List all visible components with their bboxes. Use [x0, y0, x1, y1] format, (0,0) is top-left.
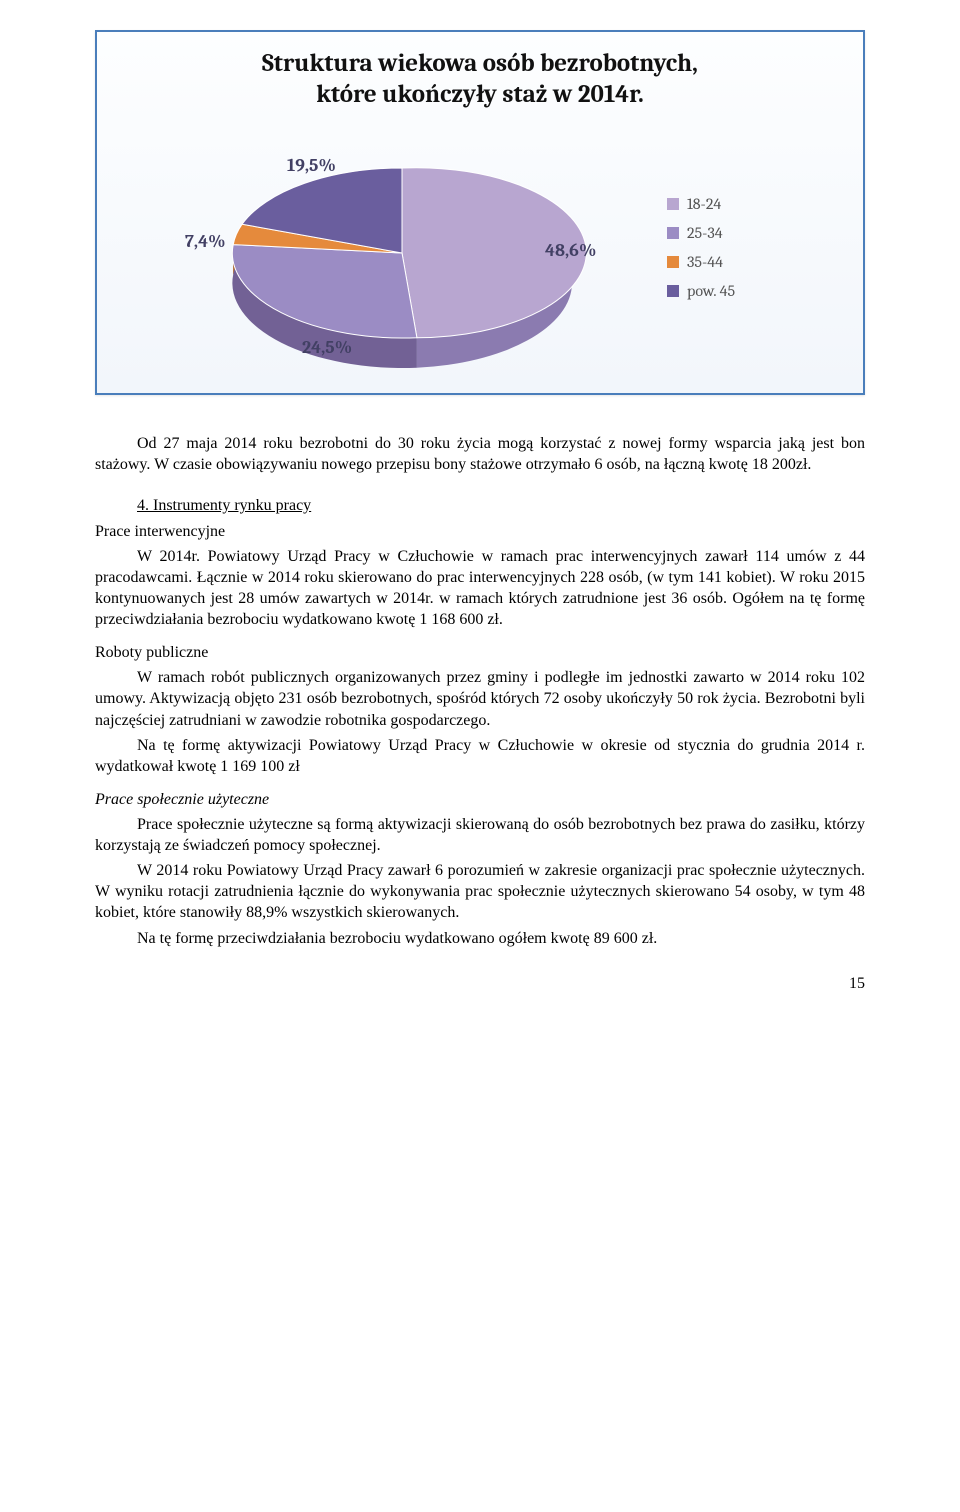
paragraph-spolecz-3: Na tę formę przeciwdziałania bezrobociu … [95, 928, 865, 949]
chart-title: Struktura wiekowa osób bezrobotnych, któ… [115, 48, 845, 111]
legend-swatch [667, 198, 679, 210]
subheading-interwencyjne: Prace interwencyjne [95, 521, 865, 542]
chart-title-line1: Struktura wiekowa osób bezrobotnych, [262, 49, 698, 78]
legend-item-35-44: 35-44 [667, 253, 853, 271]
chart-title-line2: które ukończyły staż w 2014r. [316, 80, 644, 109]
legend-item-25-34: 25-34 [667, 224, 853, 242]
subheading-roboty: Roboty publiczne [95, 642, 865, 663]
pct-label-35-44: 7,4% [185, 231, 226, 252]
pct-label-18-24: 48,6% [545, 240, 596, 261]
paragraph-spolecz-1: Prace społecznie użyteczne są formą akty… [95, 814, 865, 856]
legend-item-pow45: pow. 45 [667, 282, 853, 300]
legend-label: 35-44 [687, 253, 723, 271]
legend-label: pow. 45 [687, 282, 735, 300]
page-number: 15 [95, 975, 865, 993]
legend-label: 25-34 [687, 224, 723, 242]
legend-item-18-24: 18-24 [667, 195, 853, 213]
chart-body: 48,6% 24,5% 7,4% 19,5% 18-24 25-34 35-44 [107, 123, 853, 373]
subheading-spolecznie: Prace społecznie użyteczne [95, 789, 865, 810]
legend-swatch [667, 227, 679, 239]
paragraph-roboty-2: Na tę formę aktywizacji Powiatowy Urząd … [95, 735, 865, 777]
chart-container: Struktura wiekowa osób bezrobotnych, któ… [95, 30, 865, 395]
pct-label-25-34: 24,5% [302, 337, 352, 358]
legend-label: 18-24 [687, 195, 721, 213]
body-text: Od 27 maja 2014 roku bezrobotni do 30 ro… [95, 433, 865, 949]
legend-swatch [667, 256, 679, 268]
paragraph-intro: Od 27 maja 2014 roku bezrobotni do 30 ro… [95, 433, 865, 475]
section-heading: 4. Instrumenty rynku pracy [137, 497, 865, 515]
legend-swatch [667, 285, 679, 297]
paragraph-spolecz-2: W 2014 roku Powiatowy Urząd Pracy zawarł… [95, 860, 865, 923]
pie-chart: 48,6% 24,5% 7,4% 19,5% [107, 123, 657, 373]
chart-legend: 18-24 25-34 35-44 pow. 45 [657, 184, 853, 311]
paragraph-roboty-1: W ramach robót publicznych organizowanyc… [95, 667, 865, 730]
paragraph-interwencyjne: W 2014r. Powiatowy Urząd Pracy w Człucho… [95, 546, 865, 630]
pct-label-pow45: 19,5% [287, 155, 336, 176]
